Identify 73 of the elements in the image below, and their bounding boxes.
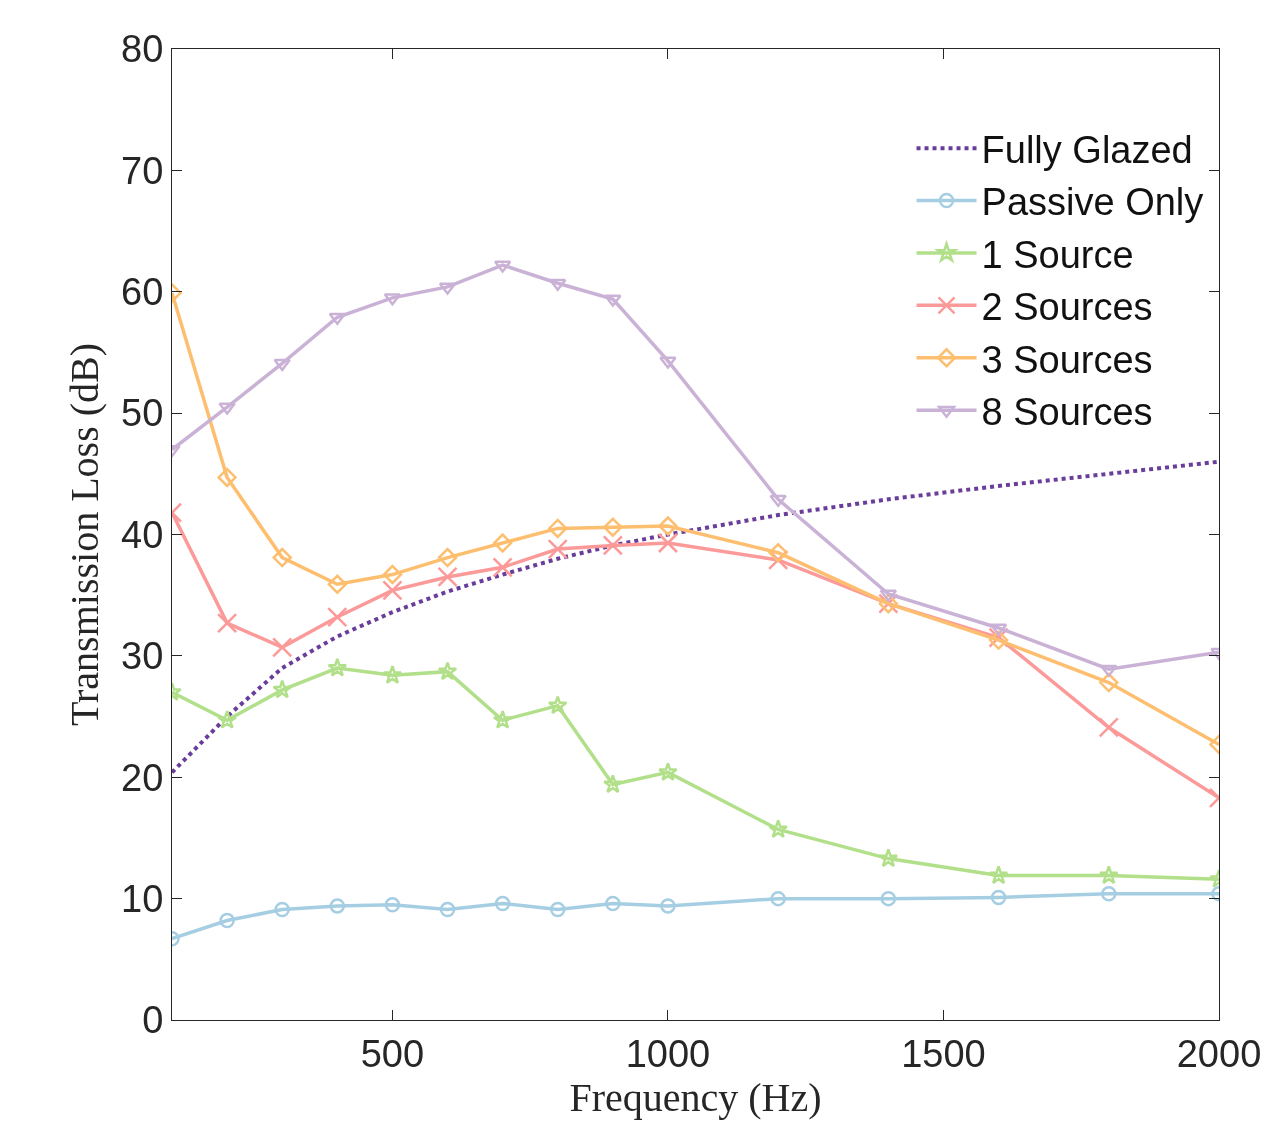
legend-label: 2 Sources [981,286,1153,329]
legend-label: Passive Only [981,181,1204,224]
point [494,895,511,912]
x-tick-label: 1500 [901,1032,986,1075]
point [602,535,624,556]
legend-label: 3 Sources [981,338,1153,381]
y-tick-label: 70 [121,149,164,192]
point [492,557,513,578]
point [1098,717,1120,738]
point [548,518,568,539]
point [550,901,566,918]
point [602,774,623,794]
y-tick-label: 20 [121,756,164,799]
point [1098,865,1119,885]
point [327,606,348,628]
point [272,679,293,699]
point [437,547,458,568]
point [437,566,458,588]
y-tick-label: 30 [121,635,164,678]
point [219,912,235,929]
y-tick-label: 60 [121,271,164,314]
point [659,356,677,369]
point [769,494,787,508]
point [437,661,458,681]
y-tick-label: 40 [121,513,164,556]
x-tick-label: 1000 [625,1032,711,1075]
point [547,538,568,560]
y-axis-title: Transmission Loss (dB) [61,342,107,727]
point [382,664,403,684]
point [603,517,623,537]
point [329,898,346,914]
point [274,901,290,918]
point [657,532,679,554]
x-tick-label: 500 [360,1032,425,1075]
line-series [172,459,1219,775]
point [384,896,401,913]
point [768,543,788,563]
point [1101,886,1117,902]
point [605,895,621,912]
point [990,889,1007,906]
point [382,564,403,585]
point [272,547,292,568]
point [492,709,513,729]
point [327,657,348,677]
legend-label: 8 Sources [981,390,1153,433]
point [217,709,238,729]
legend-label: 1 Source [981,233,1134,276]
point [878,848,899,868]
point [217,467,237,488]
point [880,890,897,907]
point [658,516,678,536]
point [988,865,1009,885]
x-axis-title: Frequency (Hz) [569,1074,822,1120]
point [327,574,348,594]
y-tick-label: 0 [142,999,164,1042]
legend-label: Fully Glazed [981,128,1193,171]
point [218,402,236,415]
point [660,898,676,914]
point [547,695,568,715]
point [492,533,513,553]
point [770,890,786,907]
x-tick-label: 2000 [1176,1032,1262,1075]
point [604,294,622,307]
y-tick-label: 10 [121,877,164,920]
point [271,637,293,658]
point [216,612,238,634]
point [768,819,789,839]
y-tick-label: 50 [121,392,164,435]
point [273,358,291,372]
y-tick-label: 80 [121,28,164,71]
point [439,901,456,918]
point [1100,664,1118,677]
point [658,762,678,782]
